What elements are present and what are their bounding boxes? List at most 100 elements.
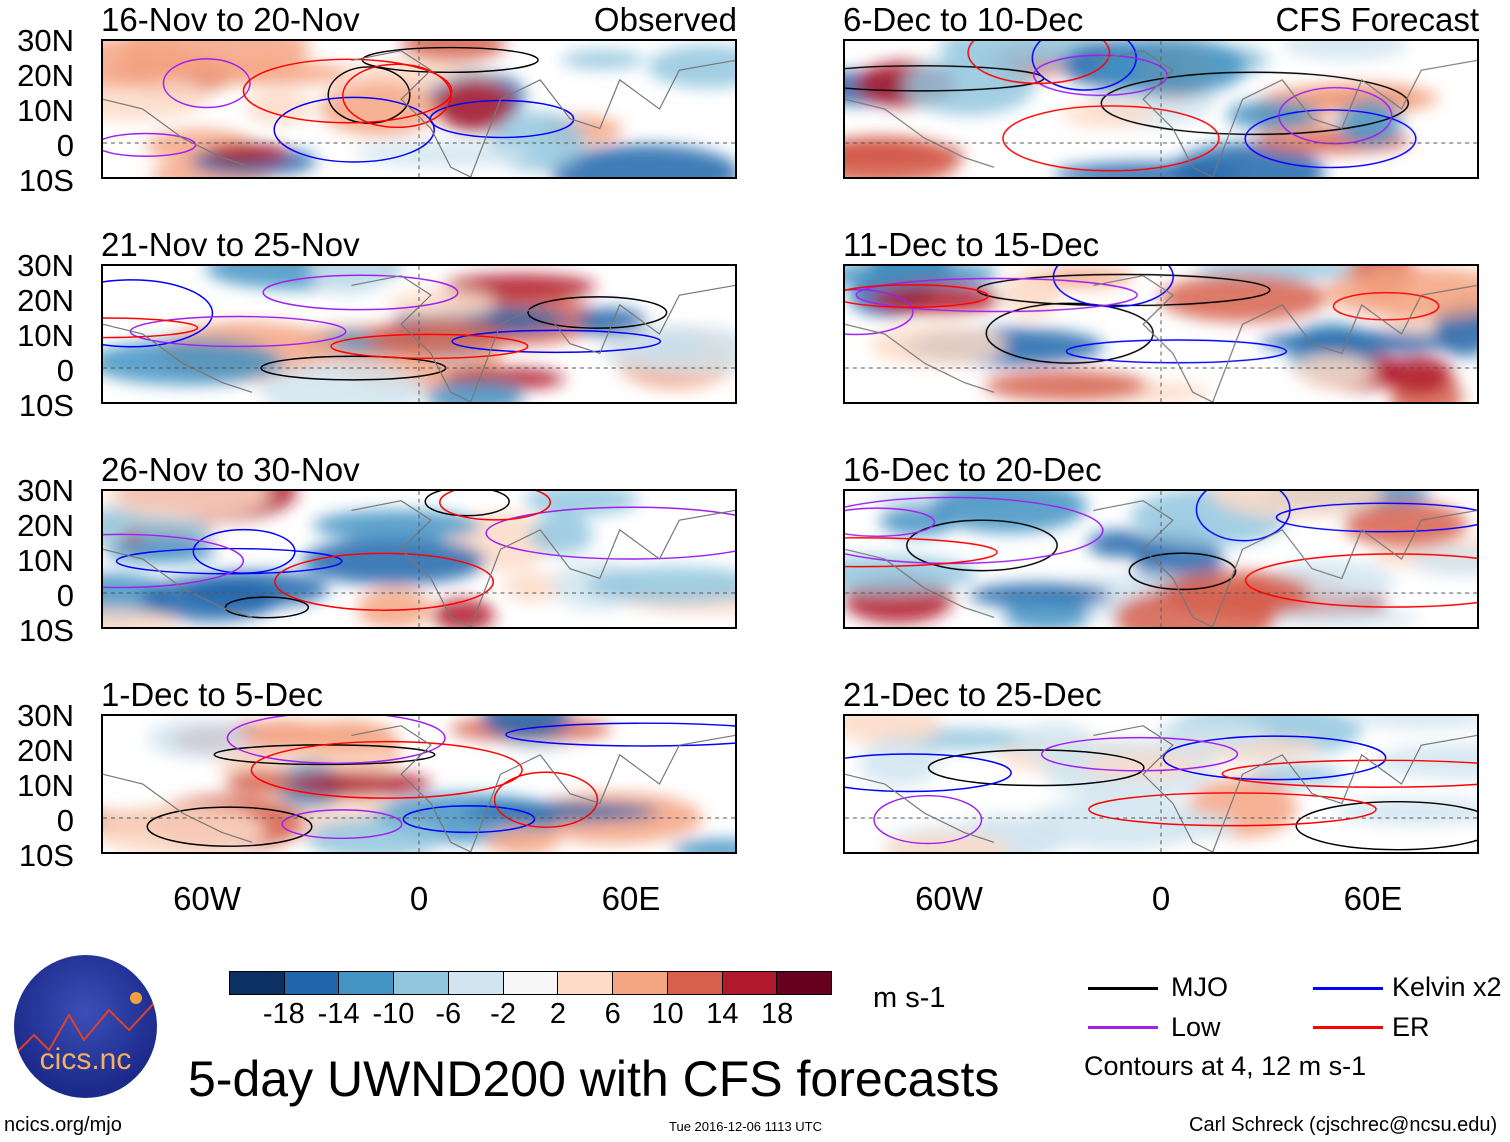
wind-anomaly-field — [103, 491, 735, 627]
legend-low: Low — [1171, 1012, 1221, 1042]
contour-line — [103, 279, 214, 348]
contour-line — [1221, 759, 1477, 788]
lat-label: 20N — [17, 58, 74, 93]
panel-title: 26-Nov to 30-Nov — [101, 451, 360, 488]
contour-line — [1162, 735, 1387, 781]
lat-label: 30N — [17, 473, 74, 508]
contour-line — [424, 491, 510, 517]
colorbar-tick: 18 — [761, 998, 794, 1030]
map-panel-observed-0 — [101, 39, 737, 179]
wind-anomaly-field — [845, 716, 1477, 852]
contour-line — [845, 753, 1012, 793]
colorbar-swatch — [613, 972, 668, 994]
lat-label: 10N — [17, 768, 74, 803]
footer-timestamp: Tue 2016-12-06 1113 UTC — [669, 1119, 822, 1134]
contour-line — [1088, 792, 1377, 827]
lon-label: 60W — [915, 880, 983, 917]
contour-line — [146, 806, 313, 847]
contour-line — [1275, 502, 1477, 533]
map-panel-forecast-0 — [843, 39, 1479, 179]
footer-url[interactable]: ncics.org/mjo — [4, 1114, 122, 1136]
lat-label: 20N — [17, 733, 74, 768]
footer-author: Carl Schreck (cjschrec@ncsu.edu) — [1189, 1114, 1498, 1136]
contour-line — [485, 506, 735, 560]
contour-line — [242, 58, 453, 124]
contour-line — [262, 274, 459, 311]
wind-anomaly-field — [103, 266, 735, 402]
lat-label: 30N — [17, 248, 74, 283]
legend-mjo: MJO — [1171, 972, 1228, 1002]
colorbar-tick: 10 — [651, 998, 684, 1030]
lat-label: 0 — [56, 803, 74, 838]
panel-title: 6-Dec to 10-Dec — [843, 1, 1084, 38]
contour-line — [845, 288, 914, 336]
panel-title: 1-Dec to 5-Dec — [101, 676, 323, 713]
colorbar-swatch — [284, 972, 340, 994]
colorbar-tick: -6 — [435, 998, 462, 1030]
contour-line — [845, 284, 989, 308]
contour-line — [281, 809, 403, 840]
panel-title: 21-Nov to 25-Nov — [101, 226, 360, 263]
contour-line — [1332, 291, 1440, 321]
contour-line — [527, 296, 668, 329]
coastline — [351, 275, 735, 402]
lat-label: 10N — [17, 318, 74, 353]
contour-line — [873, 794, 983, 845]
coastline — [351, 500, 735, 627]
lon-label: 60W — [173, 880, 241, 917]
lat-label: 20N — [17, 283, 74, 318]
lat-label: 0 — [56, 353, 74, 388]
map-panel-observed-2 — [101, 489, 737, 629]
contour-line — [1195, 491, 1291, 542]
panel-title: 21-Dec to 25-Dec — [843, 676, 1102, 713]
contour-line — [273, 96, 435, 163]
lon-label: 60E — [601, 880, 661, 917]
contour-note: Contours at 4, 12 m s-1 — [1084, 1051, 1367, 1081]
lat-label: 10S — [18, 613, 74, 648]
legend-line-er — [1313, 1026, 1383, 1029]
contour-line — [342, 63, 452, 129]
contour-line — [1244, 109, 1417, 169]
colorbar-tick: 2 — [549, 998, 566, 1030]
lon-label: 0 — [409, 880, 429, 917]
wind-anomaly-field — [103, 41, 735, 177]
legend-line-low — [1088, 1026, 1158, 1029]
colorbar-swatch — [503, 972, 559, 994]
panel-title: 16-Nov to 20-Nov — [101, 1, 360, 38]
wind-anomaly-field — [845, 41, 1439, 177]
map-panel-forecast-1 — [843, 264, 1479, 404]
contour-line — [845, 537, 998, 568]
contour-line — [967, 41, 1111, 85]
contour-line — [103, 317, 199, 339]
legend-line-kelvin — [1313, 987, 1383, 990]
cics-logo: cics.nc — [14, 955, 157, 1098]
contour-line — [1295, 800, 1477, 851]
panel-header-observed: Observed — [593, 1, 737, 38]
coastline — [1093, 275, 1477, 402]
contour-line — [103, 533, 244, 589]
lat-label: 10N — [17, 93, 74, 128]
panel-title: 16-Dec to 20-Dec — [843, 451, 1102, 488]
lat-label: 0 — [56, 128, 74, 163]
contour-line — [493, 771, 599, 828]
contour-line — [274, 552, 495, 611]
figure-title: 5-day UWND200 with CFS forecasts — [188, 1051, 1000, 1107]
lat-label: 30N — [17, 23, 74, 58]
colorbar-swatch — [558, 972, 614, 994]
contour-line — [1002, 105, 1220, 172]
colorbar-swatch — [667, 972, 723, 994]
legend-line-mjo — [1088, 987, 1158, 990]
colorbar-swatch — [394, 972, 449, 994]
coastline — [1093, 725, 1477, 852]
lon-label: 0 — [1151, 880, 1171, 917]
contour-line — [162, 58, 251, 109]
wind-anomaly-field — [103, 716, 735, 852]
contour-line — [330, 333, 529, 360]
contour-line — [1065, 339, 1288, 364]
lat-label: 10S — [18, 163, 74, 198]
wind-anomaly-field — [845, 266, 1477, 402]
colorbar-units: m s-1 — [873, 982, 946, 1014]
colorbar-swatch — [777, 972, 832, 994]
lon-label: 60E — [1343, 880, 1403, 917]
contour-line — [402, 805, 536, 834]
